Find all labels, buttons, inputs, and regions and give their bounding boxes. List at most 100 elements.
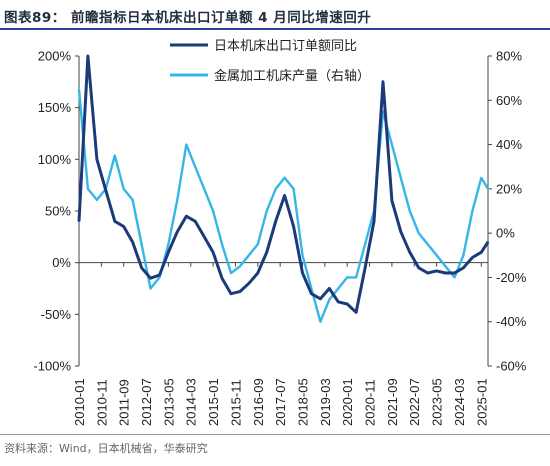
series-2-point <box>426 243 429 246</box>
series-2-point <box>364 243 366 246</box>
x-tick-label: 2010-11 <box>94 379 109 426</box>
x-tick-label: 2016-09 <box>251 378 266 426</box>
series-1-point <box>87 55 89 57</box>
series-1-point <box>113 220 116 223</box>
bottom-rule <box>0 434 550 435</box>
series-2-point <box>346 276 349 279</box>
x-tick-label: 2024-03 <box>452 378 467 426</box>
series-2-point <box>453 276 456 279</box>
series-2-point <box>256 243 259 246</box>
series-1-point <box>426 272 429 274</box>
right-tick-label: -40% <box>496 314 527 329</box>
series-1-point <box>487 241 489 243</box>
series-1-point <box>453 272 456 274</box>
series-2-point <box>355 276 357 279</box>
series-1-point <box>399 230 402 233</box>
left-tick-label: 0% <box>52 255 71 270</box>
left-tick-label: 50% <box>45 204 71 219</box>
x-tick-label: 2017-07 <box>273 378 288 426</box>
right-tick-label: 60% <box>496 93 522 108</box>
series-1-point <box>337 301 340 303</box>
series-1-point <box>292 225 295 228</box>
series-1-point <box>239 290 241 293</box>
series-line-1 <box>77 54 490 314</box>
x-tick-label: 2011-09 <box>117 379 132 426</box>
series-1-point <box>328 287 331 290</box>
series-2-point <box>96 199 98 201</box>
series-1-point <box>230 292 232 295</box>
series-2-point <box>140 243 143 246</box>
right-tick-label: -60% <box>496 359 527 374</box>
right-tick-label: 40% <box>496 137 522 152</box>
series-1-point <box>96 158 98 161</box>
left-tick-label: 200% <box>38 49 72 64</box>
series-1-point <box>194 220 197 223</box>
series-2-point <box>221 243 223 246</box>
series-1-point <box>417 266 420 269</box>
series-1-point <box>78 220 80 223</box>
legend-label-2: 金属加工机床产量（右轴） <box>214 68 370 83</box>
x-tick-label: 2022-07 <box>407 378 422 426</box>
series-1-point <box>256 272 259 274</box>
x-tick-label: 2013-05 <box>161 378 176 426</box>
right-tick-label: 80% <box>496 49 522 64</box>
series-2-point <box>391 143 393 146</box>
series-1-point <box>444 272 447 274</box>
series-1-point <box>391 199 393 202</box>
x-tick-label: 2021-09 <box>385 378 400 426</box>
series-2-point <box>113 154 116 157</box>
series-1-point <box>158 274 161 276</box>
series-2-point <box>301 254 304 257</box>
series-2-point <box>167 243 170 246</box>
series-2-point <box>292 188 295 190</box>
series-1-point <box>167 251 170 254</box>
series-1-point <box>301 272 304 274</box>
series-1-point <box>104 189 107 192</box>
chart: -100% -50% 0% 50% 100% 150% 200% -60% -40% -20% 0%… <box>33 38 526 427</box>
series-2-point <box>239 265 241 268</box>
series-1-point <box>203 235 206 238</box>
series-2-point <box>194 165 197 168</box>
series-2-point <box>87 188 89 190</box>
right-tick-label: -20% <box>496 270 527 285</box>
series-2-point <box>319 320 322 323</box>
series-1-point <box>408 251 411 254</box>
series-1-point <box>149 277 152 280</box>
x-tick-label: 2020-01 <box>340 378 355 426</box>
series-2-point <box>185 143 188 146</box>
series-2-point <box>444 265 447 268</box>
series-line-2 <box>77 89 490 323</box>
series-2-point <box>462 254 465 257</box>
left-tick-label: 150% <box>38 100 72 115</box>
series-2-point <box>122 188 125 190</box>
series-2-point <box>417 232 420 235</box>
series-2-point <box>471 210 474 212</box>
series-2-point <box>337 287 340 290</box>
series-2-point <box>435 254 438 257</box>
x-tick-label: 2023-05 <box>430 378 445 426</box>
x-tick-label: 2019-03 <box>318 378 333 426</box>
series-1-point <box>435 270 438 272</box>
x-tick-label: 2015-01 <box>206 378 221 426</box>
series-2-point <box>274 188 277 190</box>
series-2-point <box>399 176 402 179</box>
x-tick-label: 2015-11 <box>228 379 243 426</box>
x-tick-label: 2010-01 <box>72 378 87 426</box>
series-2-point <box>203 188 206 190</box>
series-1-point <box>346 303 349 305</box>
axes-layer: -100% -50% 0% 50% 100% 150% 200% -60% -40% -20% 0%… <box>33 49 526 427</box>
series-2-point <box>283 176 286 179</box>
series-2-point <box>212 210 215 212</box>
x-tick-label: 2025-01 <box>474 378 489 426</box>
x-tick-label: 2020-11 <box>363 379 378 426</box>
series-1-point <box>140 266 143 269</box>
series-2-point <box>230 272 232 274</box>
series-1-point <box>221 277 223 280</box>
series-1-point <box>248 282 250 285</box>
series-2-point <box>149 287 152 290</box>
series-1-point <box>265 251 268 254</box>
legend-label-1: 日本机床出口订单额同比 <box>214 38 357 53</box>
series-1-point <box>462 266 465 269</box>
x-tick-label: 2018-05 <box>295 378 310 426</box>
